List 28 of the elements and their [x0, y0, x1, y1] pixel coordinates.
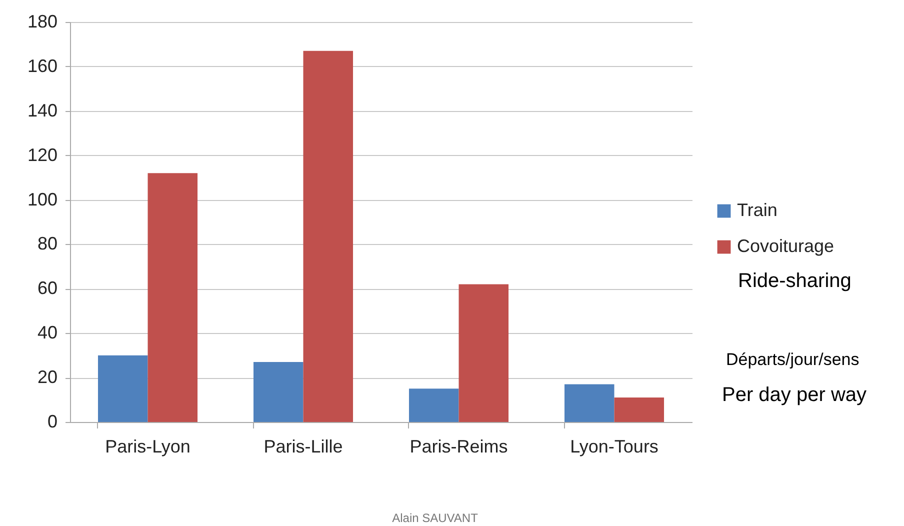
- x-tick-label: Paris-Lille: [264, 436, 343, 456]
- y-tick-label: 80: [37, 234, 58, 254]
- y-tick-label: 0: [47, 412, 58, 432]
- text: Départs/jour/sens: [726, 350, 860, 369]
- bar: [564, 384, 614, 422]
- y-tick-label: 140: [27, 100, 58, 120]
- y-tick-label: 60: [37, 278, 58, 298]
- x-tick-label: Paris-Reims: [410, 436, 508, 456]
- y-tick-label: 20: [37, 367, 58, 388]
- bar: [148, 173, 198, 422]
- bar: [303, 50, 354, 422]
- bar: [458, 284, 509, 422]
- y-tick-label: 120: [27, 144, 58, 165]
- bar: [253, 362, 304, 422]
- x-tick-label: Lyon-Tours: [570, 436, 658, 456]
- bar: [614, 398, 664, 422]
- text: Per day per way: [722, 384, 867, 406]
- text: Ride-sharing: [738, 270, 852, 292]
- y-tick-label: 40: [37, 322, 58, 343]
- y-tick-label: 180: [27, 12, 58, 32]
- text: Alain SAUVANT: [392, 511, 479, 525]
- legend-label: Train: [737, 200, 778, 220]
- legend-label: Covoiturage: [737, 236, 834, 256]
- y-tick-label: 100: [27, 189, 58, 210]
- bar: [408, 388, 459, 422]
- y-tick-label: 160: [27, 56, 58, 76]
- x-tick-label: Paris-Lyon: [105, 436, 190, 456]
- bar: [98, 355, 148, 422]
